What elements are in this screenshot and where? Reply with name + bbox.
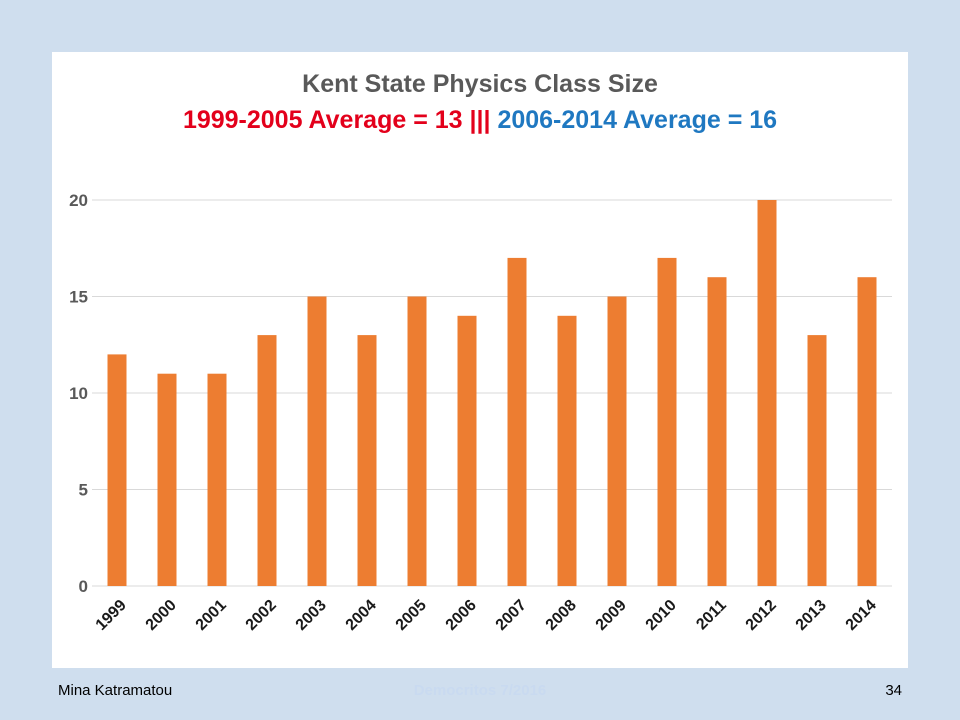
bar-2006 [457, 315, 477, 586]
x-tick-label: 2003 [293, 597, 330, 634]
bar-2008 [557, 315, 577, 586]
bar-1999 [107, 354, 127, 586]
x-tick-label: 2005 [393, 597, 430, 634]
bar-2004 [357, 335, 377, 586]
x-tick-label: 2009 [593, 597, 630, 634]
y-tick-label: 10 [69, 384, 88, 403]
x-tick-label: 2010 [643, 597, 680, 634]
x-tick-label: 2001 [193, 597, 230, 634]
bar-2011 [707, 277, 727, 586]
bar-2005 [407, 296, 427, 586]
x-tick-label: 2012 [743, 597, 780, 634]
bar-chart: 0 5 10 15 20 1999 2000 2001 2002 2003 2004 2005 2006… [69, 191, 892, 634]
x-tick-label: 2006 [443, 597, 480, 634]
bar-2003 [307, 296, 327, 586]
bar-2014 [857, 277, 877, 586]
footer-author: Mina Katramatou [58, 682, 173, 699]
y-tick-label: 0 [79, 577, 88, 596]
y-tick-label: 15 [69, 288, 88, 307]
bar-2000 [157, 373, 177, 586]
bar-2009 [607, 296, 627, 586]
y-tick-label: 20 [69, 191, 88, 210]
x-tick-label: 2004 [343, 597, 380, 634]
x-tick-label: 2000 [143, 597, 180, 634]
x-tick-label: 2002 [243, 597, 280, 634]
bar-2010 [657, 257, 677, 586]
x-tick-label: 2013 [793, 597, 830, 634]
x-tick-label: 2011 [693, 597, 730, 634]
subtitle-period2-average: 2006-2014 Average = 16 [497, 106, 778, 134]
x-tick-label: 2008 [543, 597, 580, 634]
chart-title: Kent State Physics Class Size [302, 70, 658, 98]
bar-2001 [207, 373, 227, 586]
slide-number: 34 [885, 682, 902, 699]
bar-2002 [257, 335, 277, 586]
bar-2012 [757, 200, 777, 586]
chart-subtitle: 1999-2005 Average = 13 ||| 2006-2014 Ave… [52, 106, 908, 135]
x-tick-label: 1999 [93, 597, 130, 634]
bar-2013 [807, 335, 827, 586]
x-tick-label: 2014 [843, 597, 880, 634]
x-tick-label: 2007 [493, 597, 530, 634]
chart-panel: Kent State Physics Class Size 1999-2005 … [52, 52, 908, 668]
subtitle-period1-average: 1999-2005 Average = 13 ||| [182, 106, 491, 134]
footer-event: Democritos 7/2016 [413, 682, 547, 699]
bar-2007 [507, 257, 527, 586]
y-tick-label: 5 [79, 481, 88, 500]
